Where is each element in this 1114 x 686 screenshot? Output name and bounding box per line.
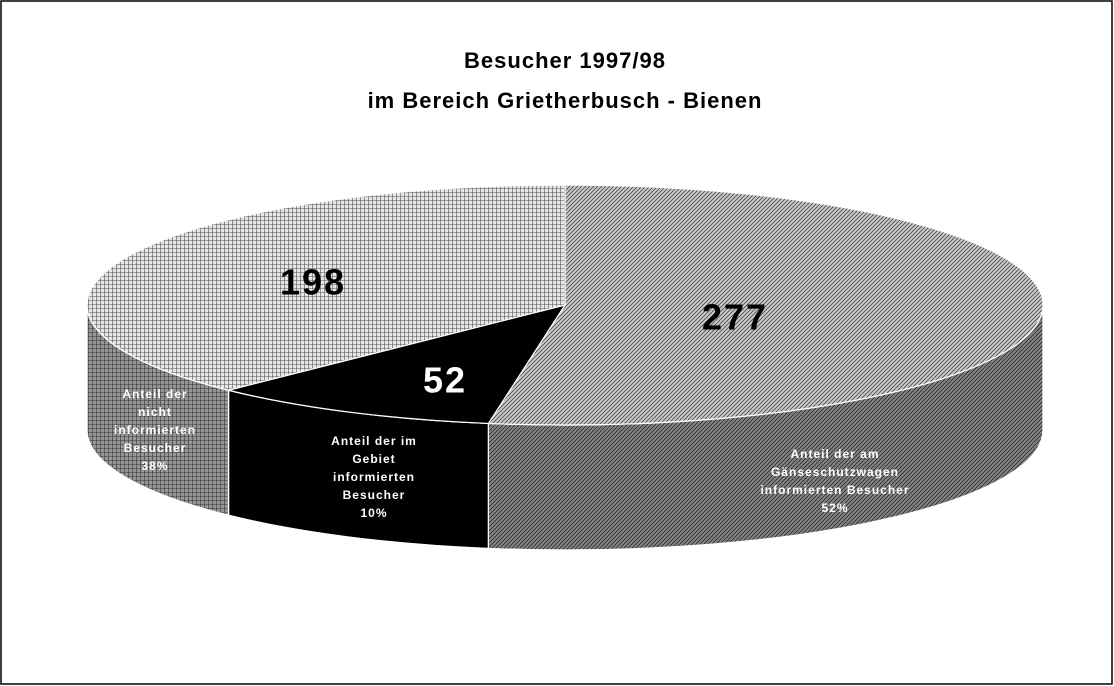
value-label: 277: [702, 297, 768, 338]
percent-label: 52%: [821, 501, 849, 515]
category-label: Anteil der nicht informierten Besucher 38…: [114, 385, 196, 475]
pie-slice: [86, 184, 566, 391]
percent-label: 10%: [360, 506, 388, 520]
category-label: Anteil der am Gänseschutzwagen informier…: [760, 445, 909, 517]
pie-slice: [487, 184, 1044, 426]
pie: 277 52 198: [86, 184, 1044, 551]
category-name: Anteil der nicht informierten Besucher: [113, 387, 197, 455]
percent-label: 38%: [141, 459, 169, 473]
category-name: Anteil der im Gebiet informierten Besuch…: [331, 434, 417, 502]
category-name: Anteil der am Gänseschutzwagen informier…: [760, 447, 910, 497]
value-label: 52: [423, 360, 467, 401]
chart-subtitle: im Bereich Grietherbusch - Bienen: [368, 88, 763, 113]
category-label: Anteil der im Gebiet informierten Besuch…: [331, 432, 417, 522]
chart-title: Besucher 1997/98: [464, 48, 666, 73]
pie-slice: [228, 304, 567, 425]
value-label: 198: [280, 262, 346, 303]
